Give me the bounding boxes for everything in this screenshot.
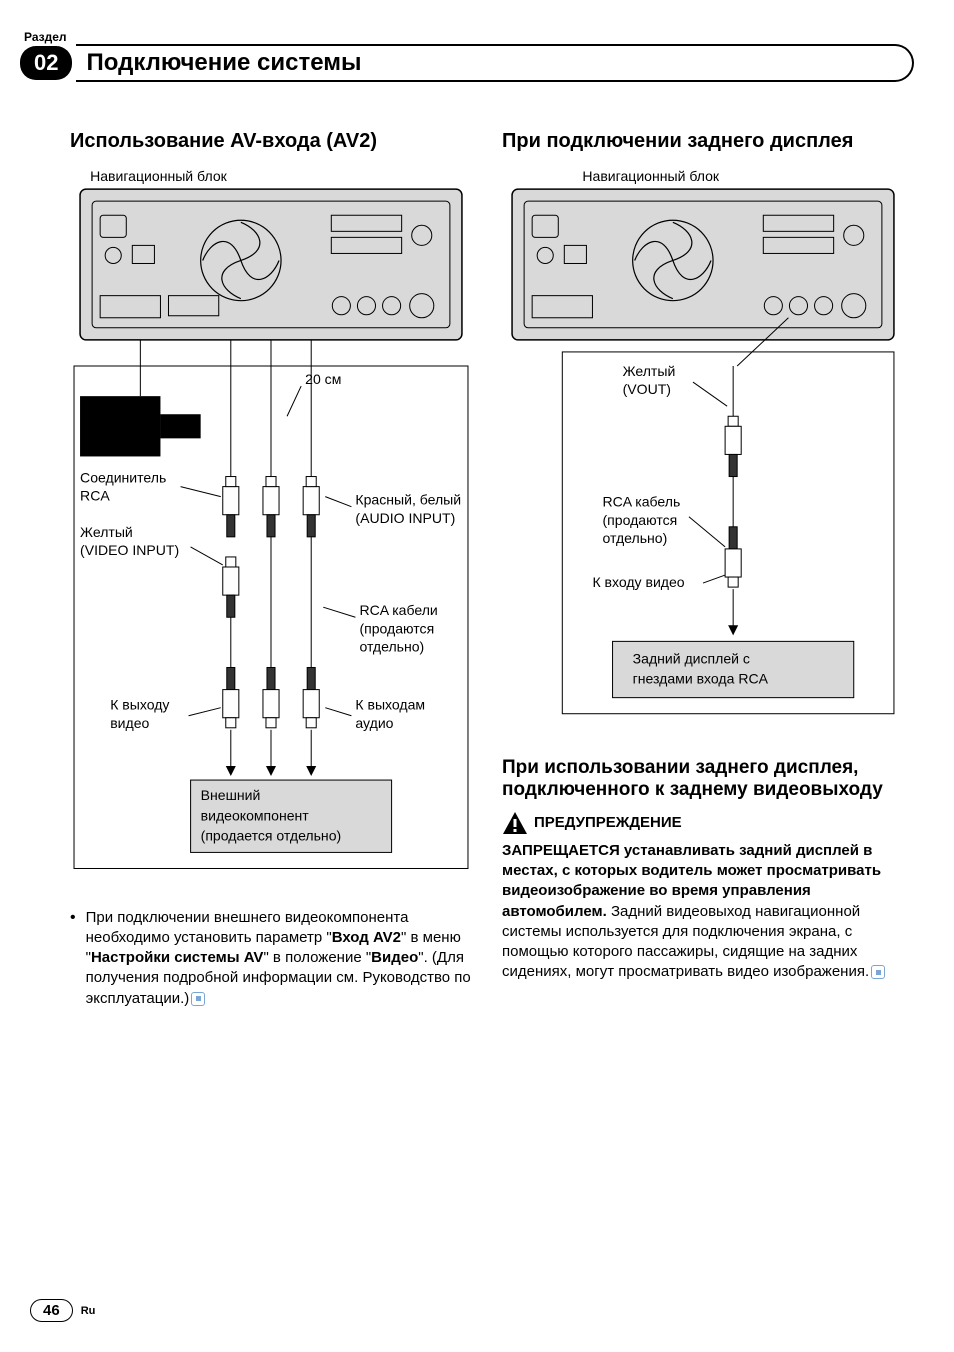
rca-cables-3: отдельно) [359, 638, 424, 654]
rca-bottom-row [223, 667, 319, 727]
bullet-text: При подключении внешнего видеокомпонента… [86, 908, 472, 1009]
rca-cables-1: RCA кабели [359, 602, 437, 618]
end-mark-icon [191, 992, 205, 1006]
left-heading: Использование AV-входа (AV2) [70, 130, 472, 153]
page-number: 46 [30, 1299, 73, 1322]
to-audio-2: аудио [355, 715, 393, 731]
red-white-2: (AUDIO INPUT) [355, 510, 455, 526]
ext-3: (продается отдельно) [201, 827, 342, 843]
r-nav-label: Навигационный блок [582, 168, 720, 184]
r-yellow-1: Желтый [623, 363, 676, 379]
rca-conn-2: RCA [80, 488, 110, 504]
chapter-number-badge: 02 [20, 46, 72, 80]
left-bullet: • При подключении внешнего видеокомпонен… [70, 908, 472, 1009]
r-rca-2: (продаются [603, 512, 678, 528]
r-rca-3: отдельно) [603, 530, 668, 546]
r-rca-1: RCA кабель [603, 494, 681, 510]
to-video-2: видео [110, 715, 149, 731]
section-label: Раздел [24, 30, 914, 44]
rear-display-diagram: Навигационный блок [502, 165, 904, 728]
warning-paragraph: ЗАПРЕЩАЕТСЯ устанавливать задний дисплей… [502, 841, 904, 983]
page-footer: 46 Ru [30, 1299, 95, 1322]
right-heading: При подключении заднего дисплея [502, 130, 904, 153]
bt-m2: " в положение " [263, 949, 371, 966]
r-rear-1: Задний дисплей с [633, 650, 750, 666]
to-audio-1: К выходам [355, 697, 425, 713]
left-column: Использование AV-входа (AV2) Навигационн… [70, 130, 472, 1009]
rca-conn-1: Соединитель [80, 470, 166, 486]
r-yellow-2: (VOUT) [623, 381, 671, 397]
adapter-block [80, 396, 160, 456]
yellow-1: Желтый [80, 524, 133, 540]
ext-2: видеокомпонент [201, 807, 310, 823]
right-column: При подключении заднего дисплея Навигаци… [502, 130, 904, 1009]
end-mark-icon-2 [871, 965, 885, 979]
r-to-video-in: К входу видео [592, 574, 684, 590]
bt-b1: Вход AV2 [332, 929, 401, 946]
warning-row: ПРЕДУПРЕЖДЕНИЕ [502, 811, 904, 835]
bt-b3: Видео [371, 949, 418, 966]
to-video-1: К выходу [110, 697, 169, 713]
nav-unit-label: Навигационный блок [90, 168, 228, 184]
yellow-2: (VIDEO INPUT) [80, 542, 179, 558]
rca-cables-2: (продаются [359, 620, 434, 636]
right-subheading: При использовании заднего дисплея, подкл… [502, 757, 904, 801]
length-label: 20 см [305, 371, 341, 387]
av2-diagram: Навигационный блок [70, 165, 472, 889]
bt-b2: Настройки системы AV [91, 949, 264, 966]
red-white-1: Красный, белый [355, 492, 461, 508]
rca-top-row [223, 477, 319, 537]
content-columns: Использование AV-входа (AV2) Навигационн… [70, 130, 904, 1009]
page-header: Раздел 02 Подключение системы [20, 30, 914, 80]
chapter-title-wrap: Подключение системы [78, 49, 369, 77]
chapter-bar: 02 Подключение системы [20, 46, 914, 80]
warning-label: ПРЕДУПРЕЖДЕНИЕ [534, 814, 682, 831]
language-code: Ru [81, 1305, 96, 1317]
r-rear-2: гнездами входа RCA [633, 671, 769, 687]
bullet-marker: • [70, 908, 76, 1009]
ext-1: Внешний [201, 787, 261, 803]
chapter-title: Подключение системы [86, 49, 361, 77]
warning-icon [502, 811, 528, 835]
